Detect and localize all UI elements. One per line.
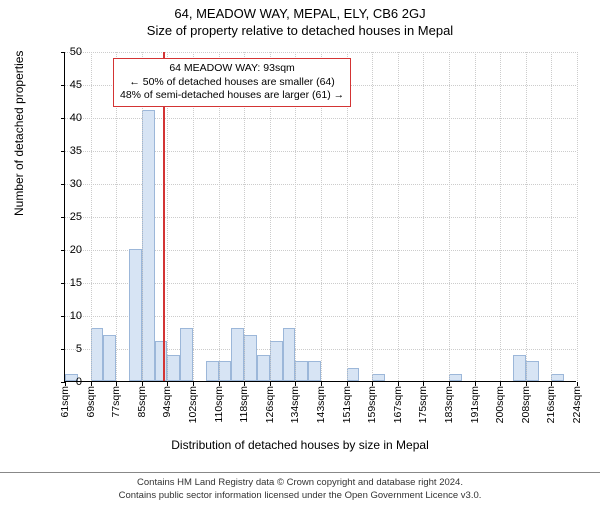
plot-region: 61sqm69sqm77sqm85sqm94sqm102sqm110sqm118… [64, 52, 576, 382]
callout-line-1: 64 MEADOW WAY: 93sqm [120, 62, 344, 76]
xtick-label: 224sqm [571, 386, 583, 423]
histogram-bar [103, 335, 116, 381]
xtick-label: 191sqm [469, 386, 481, 423]
histogram-bar [308, 361, 321, 381]
y-axis-title: Number of detached properties [12, 51, 26, 216]
ytick-label: 15 [52, 277, 82, 289]
xtick-label: 102sqm [187, 386, 199, 423]
ytick-label: 5 [52, 343, 82, 355]
histogram-bar [244, 335, 257, 381]
histogram-bar [283, 328, 296, 381]
histogram-bar [206, 361, 219, 381]
histogram-bar [219, 361, 232, 381]
histogram-bar [129, 249, 142, 381]
gridline-v [577, 52, 578, 381]
histogram-bar [231, 328, 244, 381]
xtick-label: 216sqm [545, 386, 557, 423]
xtick-label: 85sqm [136, 386, 148, 418]
xtick-label: 143sqm [315, 386, 327, 423]
gridline-v [372, 52, 373, 381]
xtick-label: 175sqm [417, 386, 429, 423]
xtick-label: 118sqm [238, 386, 250, 423]
ytick-label: 25 [52, 211, 82, 223]
histogram-bar [513, 355, 526, 381]
histogram-bar [372, 374, 385, 381]
property-callout: 64 MEADOW WAY: 93sqm← 50% of detached ho… [113, 58, 351, 107]
callout-line-2: ← 50% of detached houses are smaller (64… [120, 76, 344, 90]
ytick-label: 45 [52, 79, 82, 91]
chart-title-sub: Size of property relative to detached ho… [0, 23, 600, 38]
histogram-bar [526, 361, 539, 381]
xtick-label: 151sqm [341, 386, 353, 423]
xtick-label: 69sqm [85, 386, 97, 418]
ytick-label: 40 [52, 112, 82, 124]
ytick-label: 0 [52, 376, 82, 388]
gridline-v [398, 52, 399, 381]
histogram-bar [155, 341, 168, 381]
footer-attribution: Contains HM Land Registry data © Crown c… [0, 472, 600, 502]
footer-line-2: Contains public sector information licen… [0, 490, 600, 502]
callout-line-3: 48% of semi-detached houses are larger (… [120, 89, 344, 103]
histogram-bar [142, 110, 155, 381]
histogram-bar [167, 355, 180, 381]
histogram-bar [257, 355, 270, 381]
xtick-label: 208sqm [520, 386, 532, 423]
xtick-label: 183sqm [443, 386, 455, 423]
x-axis-title: Distribution of detached houses by size … [0, 438, 600, 452]
xtick-label: 110sqm [213, 386, 225, 423]
ytick-label: 10 [52, 310, 82, 322]
xtick-label: 77sqm [110, 386, 122, 418]
xtick-label: 134sqm [289, 386, 301, 423]
histogram-bar [270, 341, 283, 381]
chart-title-main: 64, MEADOW WAY, MEPAL, ELY, CB6 2GJ [0, 6, 600, 21]
gridline-v [475, 52, 476, 381]
xtick-label: 159sqm [366, 386, 378, 423]
histogram-bar [347, 368, 360, 381]
gridline-v [551, 52, 552, 381]
gridline-v [91, 52, 92, 381]
chart-area: 61sqm69sqm77sqm85sqm94sqm102sqm110sqm118… [64, 52, 576, 382]
gridline-v [500, 52, 501, 381]
histogram-bar [295, 361, 308, 381]
xtick-label: 200sqm [494, 386, 506, 423]
ytick-label: 50 [52, 46, 82, 58]
footer-line-1: Contains HM Land Registry data © Crown c… [0, 477, 600, 489]
gridline-v [423, 52, 424, 381]
ytick-label: 35 [52, 145, 82, 157]
xtick-label: 94sqm [161, 386, 173, 418]
ytick-label: 20 [52, 244, 82, 256]
histogram-bar [449, 374, 462, 381]
xtick-label: 61sqm [59, 386, 71, 418]
xtick-label: 167sqm [392, 386, 404, 423]
histogram-bar [551, 374, 564, 381]
histogram-bar [91, 328, 104, 381]
gridline-v [526, 52, 527, 381]
gridline-v [449, 52, 450, 381]
ytick-label: 30 [52, 178, 82, 190]
xtick-label: 126sqm [264, 386, 276, 423]
histogram-bar [180, 328, 193, 381]
